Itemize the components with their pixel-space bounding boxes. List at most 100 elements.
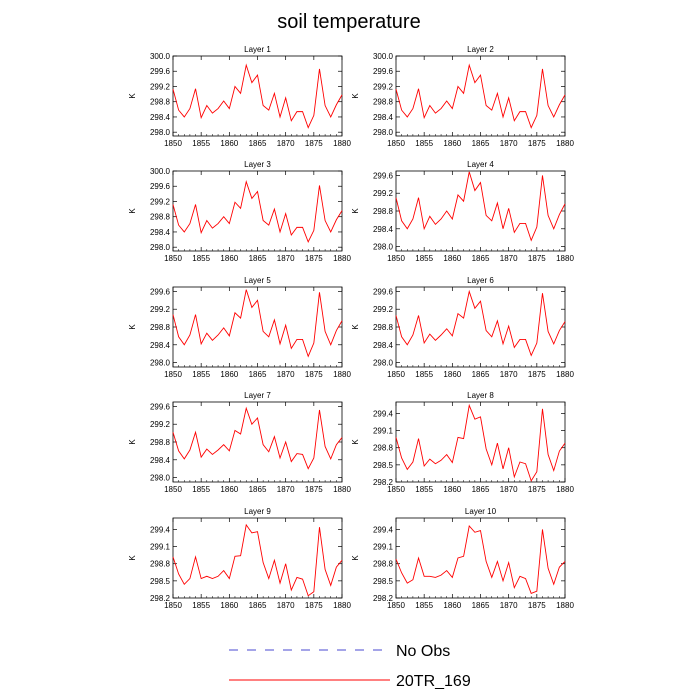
panel-layer-1: Layer 1 1850 1855 1860 1865 1870 1875 1880 298.0…	[128, 45, 351, 148]
x-tick-label: 1865	[472, 485, 490, 494]
y-axis-label: K	[351, 439, 360, 445]
figure-title: soil temperature	[277, 11, 420, 33]
y-tick-label: 298.2	[150, 594, 171, 603]
y-tick-label: 299.1	[373, 427, 394, 436]
x-tick-label: 1850	[387, 139, 405, 148]
x-tick-label: 1880	[333, 139, 351, 148]
y-tick-label: 298.0	[373, 359, 394, 368]
x-tick-label: 1850	[164, 139, 182, 148]
x-tick-label: 1875	[305, 485, 323, 494]
x-tick-label: 1855	[192, 139, 210, 148]
plot-frame	[395, 55, 566, 137]
y-tick-label: 299.6	[150, 67, 171, 76]
y-tick-label: 298.5	[150, 577, 171, 586]
series-line-20tr-169	[395, 525, 566, 595]
legend-no-obs-label: No Obs	[396, 643, 450, 660]
y-axis-label: K	[128, 439, 137, 445]
y-tick-label: 299.6	[373, 171, 394, 180]
x-tick-label: 1870	[500, 485, 518, 494]
y-tick-label: 298.8	[373, 98, 394, 107]
x-tick-label: 1865	[249, 254, 267, 263]
y-tick-label: 299.1	[150, 543, 171, 552]
x-tick-label: 1855	[192, 485, 210, 494]
y-tick-label: 298.4	[150, 228, 171, 237]
x-tick-label: 1870	[277, 139, 295, 148]
x-tick-label: 1860	[220, 254, 238, 263]
plot-frame	[172, 55, 343, 137]
y-axis-label: K	[351, 555, 360, 561]
panel-title: Layer 2	[467, 45, 494, 54]
y-tick-label: 298.8	[373, 323, 394, 332]
panel-layer-10: Layer 10 1850 1855 1860 1865 1870 1875 1880 298.…	[351, 507, 574, 610]
x-tick-label: 1865	[472, 254, 490, 263]
x-tick-label: 1855	[415, 370, 433, 379]
y-tick-label: 298.8	[150, 560, 171, 569]
x-tick-label: 1865	[472, 601, 490, 610]
x-tick-label: 1865	[472, 139, 490, 148]
y-tick-label: 299.1	[373, 543, 394, 552]
y-tick-label: 298.2	[373, 594, 394, 603]
y-tick-label: 299.2	[150, 305, 171, 314]
y-tick-label: 298.4	[373, 341, 394, 350]
y-axis-label: K	[128, 208, 137, 214]
x-tick-label: 1865	[249, 601, 267, 610]
x-tick-label: 1875	[528, 601, 546, 610]
y-tick-label: 299.2	[150, 420, 171, 429]
series-line-20tr-169	[395, 63, 566, 129]
y-tick-label: 299.2	[150, 197, 171, 206]
y-tick-label: 298.8	[150, 98, 171, 107]
x-tick-label: 1860	[443, 254, 461, 263]
y-tick-label: 298.4	[150, 341, 171, 350]
x-tick-label: 1870	[277, 601, 295, 610]
y-tick-label: 299.2	[373, 305, 394, 314]
series-line-20tr-169	[172, 523, 343, 597]
x-tick-label: 1880	[333, 370, 351, 379]
x-tick-label: 1850	[164, 254, 182, 263]
panel-title: Layer 3	[244, 160, 271, 169]
y-tick-label: 298.8	[150, 438, 171, 447]
panel-layer-7: Layer 7 1850 1855 1860 1865 1870 1875 1880 298.0…	[128, 391, 351, 494]
y-tick-label: 300.0	[373, 52, 394, 61]
series-line-20tr-169	[395, 171, 566, 242]
x-tick-label: 1850	[387, 254, 405, 263]
panel-title: Layer 6	[467, 276, 494, 285]
plot-frame	[172, 401, 343, 483]
x-tick-label: 1850	[387, 485, 405, 494]
series-line-20tr-169	[172, 289, 343, 358]
x-tick-label: 1860	[220, 485, 238, 494]
x-tick-label: 1875	[305, 254, 323, 263]
x-tick-label: 1880	[556, 370, 574, 379]
x-tick-label: 1855	[415, 139, 433, 148]
y-axis-label: K	[128, 555, 137, 561]
y-tick-label: 299.6	[373, 287, 394, 296]
panel-grid: Layer 1 1850 1855 1860 1865 1870 1875 1880 298.0…	[128, 45, 574, 610]
x-tick-label: 1880	[333, 254, 351, 263]
y-tick-label: 299.4	[373, 409, 394, 418]
x-tick-label: 1875	[305, 139, 323, 148]
y-tick-label: 298.0	[373, 128, 394, 137]
series-line-20tr-169	[172, 179, 343, 243]
y-tick-label: 299.2	[373, 82, 394, 91]
x-tick-label: 1850	[387, 601, 405, 610]
x-tick-label: 1870	[277, 485, 295, 494]
x-tick-label: 1875	[305, 370, 323, 379]
x-tick-label: 1880	[333, 485, 351, 494]
panel-title: Layer 4	[467, 160, 494, 169]
y-tick-label: 298.8	[150, 213, 171, 222]
x-tick-label: 1870	[500, 254, 518, 263]
y-tick-label: 299.6	[150, 402, 171, 411]
y-tick-label: 299.4	[373, 525, 394, 534]
x-tick-label: 1875	[528, 254, 546, 263]
panel-title: Layer 7	[244, 391, 271, 400]
y-tick-label: 298.0	[150, 474, 171, 483]
y-tick-label: 299.6	[373, 67, 394, 76]
x-tick-label: 1865	[249, 370, 267, 379]
x-tick-label: 1880	[333, 601, 351, 610]
x-tick-label: 1850	[164, 485, 182, 494]
y-tick-label: 299.2	[150, 82, 171, 91]
y-axis-label: K	[128, 93, 137, 99]
y-tick-label: 298.0	[373, 243, 394, 252]
panel-layer-3: Layer 3 1850 1855 1860 1865 1870 1875 1880 298.0…	[128, 160, 351, 263]
y-axis-label: K	[351, 208, 360, 214]
